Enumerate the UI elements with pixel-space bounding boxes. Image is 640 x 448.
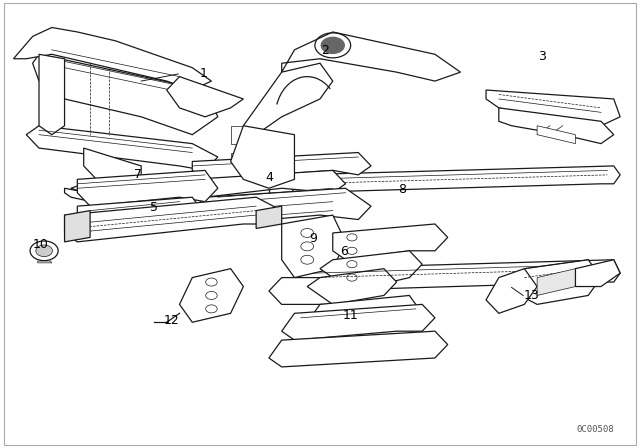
Polygon shape [575,260,620,287]
Polygon shape [65,197,282,242]
Polygon shape [84,148,141,193]
Polygon shape [486,90,620,126]
Polygon shape [192,152,371,179]
Polygon shape [192,188,371,224]
Polygon shape [13,27,211,90]
Polygon shape [288,166,620,193]
Polygon shape [65,188,167,215]
Text: 1: 1 [200,67,208,80]
Polygon shape [269,331,448,367]
Circle shape [321,37,344,53]
Polygon shape [243,63,333,135]
Polygon shape [537,269,575,296]
Text: 9: 9 [310,232,317,245]
Text: 4: 4 [265,171,273,184]
Polygon shape [269,278,358,304]
Polygon shape [38,261,52,263]
Polygon shape [282,32,461,81]
Text: 10: 10 [33,237,48,250]
Text: 5: 5 [150,201,158,214]
Polygon shape [77,197,205,237]
Polygon shape [537,126,575,144]
Polygon shape [499,108,614,144]
Polygon shape [167,77,243,117]
Text: 11: 11 [343,309,358,322]
Polygon shape [294,260,620,291]
Polygon shape [307,269,397,304]
Text: 0C00508: 0C00508 [576,425,614,434]
Text: 13: 13 [524,289,540,302]
Polygon shape [320,251,422,287]
Text: 6: 6 [340,245,348,258]
Polygon shape [179,269,243,322]
Polygon shape [26,126,218,170]
Text: 7: 7 [134,168,142,181]
Circle shape [36,245,52,257]
Polygon shape [65,211,90,242]
Polygon shape [230,152,256,170]
Polygon shape [77,170,218,206]
Polygon shape [333,224,448,260]
Polygon shape [192,170,346,197]
Text: 3: 3 [538,50,546,63]
Polygon shape [33,54,218,135]
Polygon shape [282,215,346,278]
Polygon shape [486,269,537,313]
Polygon shape [256,206,282,228]
Polygon shape [230,126,294,188]
Polygon shape [307,296,422,336]
Text: 12: 12 [164,314,180,327]
Text: 2: 2 [321,44,329,57]
Polygon shape [230,126,256,144]
Polygon shape [282,304,435,340]
Polygon shape [39,54,65,135]
Polygon shape [511,260,601,304]
Polygon shape [71,184,154,211]
Text: 8: 8 [397,183,406,196]
